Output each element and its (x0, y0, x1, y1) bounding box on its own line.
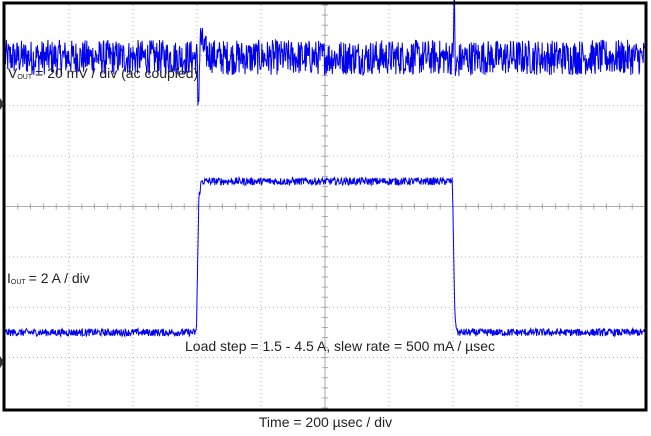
vout-scale-label: VOUT = 20 mV / div (ac coupled) (8, 65, 199, 81)
ch2-marker (0, 356, 4, 368)
time-base-label: Time = 200 µsec / div (258, 414, 393, 430)
screen-border (2, 1, 648, 412)
vout-trace (4, 0, 646, 106)
iout-trace (4, 175, 646, 338)
iout-scale-label: IOUT = 2 A / div (7, 270, 90, 286)
ch1-marker (0, 98, 4, 110)
load-step-annotation: Load step = 1.5 - 4.5 A, slew rate = 500… (185, 338, 496, 354)
